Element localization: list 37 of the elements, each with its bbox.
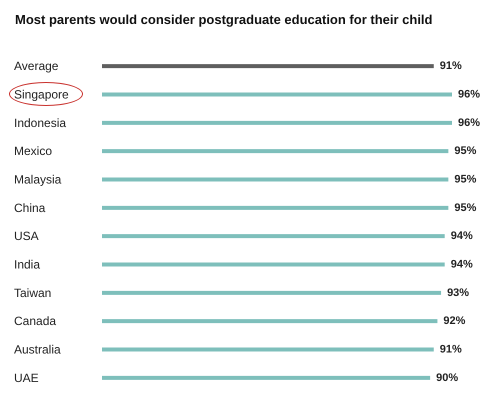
y-tick-label: Taiwan [14,286,52,300]
bar [102,149,448,154]
y-tick-label: Mexico [14,144,52,158]
bar [102,120,452,125]
bar [102,376,430,380]
bar [102,262,445,266]
data-label: 91% [440,344,462,356]
data-label: 90% [436,372,458,384]
bar [102,319,438,324]
y-tick-label: Indonesia [14,116,66,130]
data-label: 95% [454,202,477,214]
y-tick-label: Malaysia [14,172,62,186]
data-label: 95% [454,145,477,158]
data-label: 91% [440,60,462,72]
bar [102,348,434,352]
y-tick-label: China [14,200,46,215]
bar [102,92,452,96]
data-label: 94% [450,230,473,242]
y-tick-label: Canada [14,314,56,328]
y-tick-label: USA [14,229,39,244]
chart-title: Most parents would consider postgraduate education for their child [15,12,433,27]
bar [102,290,442,295]
data-label: 95% [454,174,477,186]
y-tick-label: Singapore [14,88,70,102]
y-tick-label: India [14,258,40,272]
y-tick-label: Australia [14,342,62,356]
data-label: 96% [458,116,480,129]
y-tick-label: UAE [14,370,39,385]
data-label: 96% [458,88,480,100]
bar [102,64,434,68]
data-label: 92% [443,315,466,328]
bar [102,234,445,238]
data-label: 94% [450,258,473,270]
y-tick-label: Average [14,59,59,74]
bar [102,178,448,182]
data-label: 93% [447,286,470,299]
bar [102,206,448,210]
